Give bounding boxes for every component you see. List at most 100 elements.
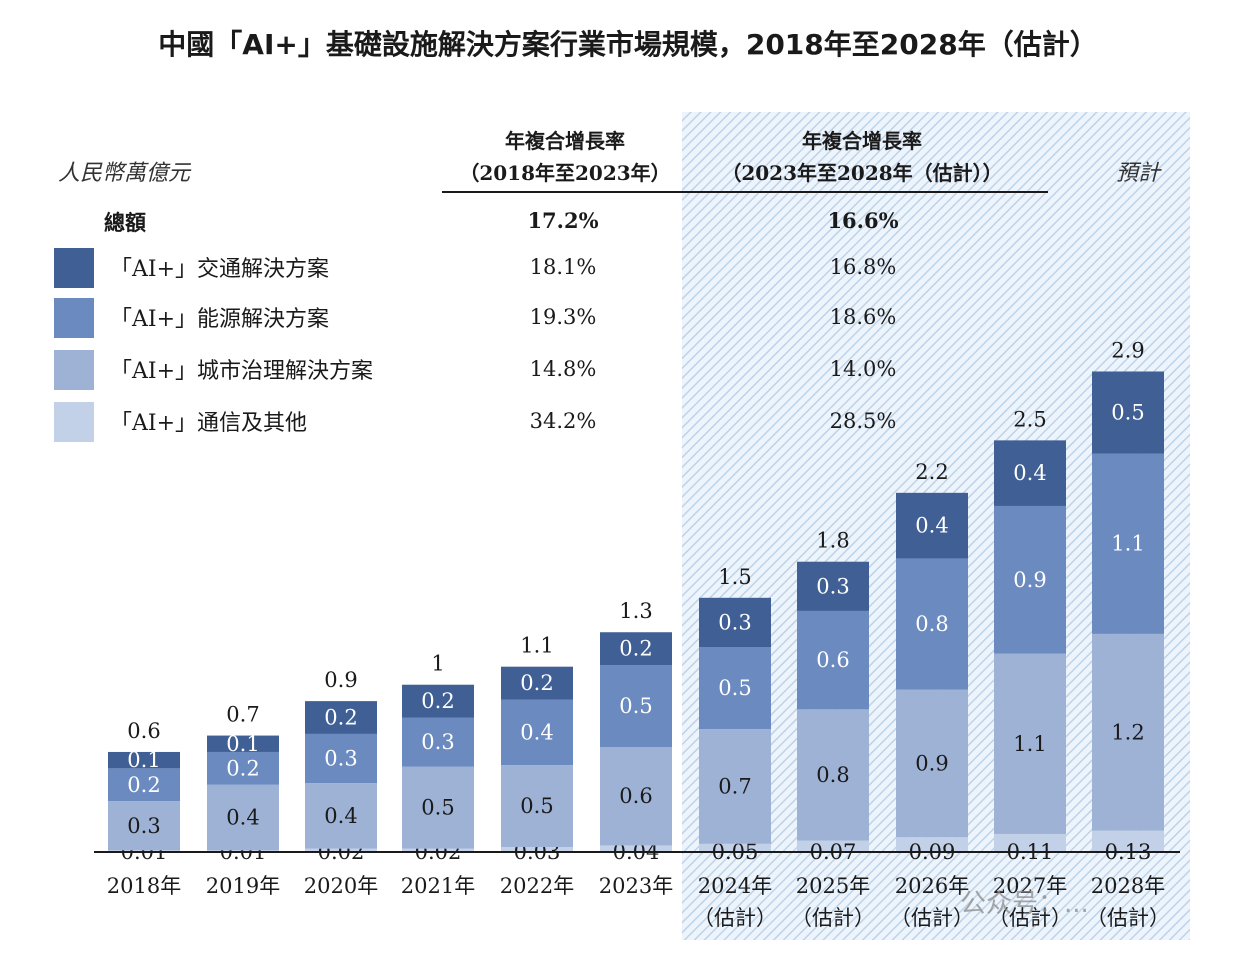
bar-segment	[896, 558, 968, 690]
x-tick-label: 2028年	[1091, 874, 1165, 898]
bar-segment-label: 0.2	[127, 773, 160, 797]
x-tick-label: 2024年	[698, 874, 772, 898]
bar-segment-label: 0.7	[718, 774, 751, 798]
bar-segment-label: 1.1	[1013, 732, 1046, 756]
bar-segment-label: 0.4	[324, 804, 357, 828]
cagr-header-1-line2: （2018年至2023年）	[459, 161, 670, 185]
bar-total-label: 0.7	[226, 703, 259, 727]
cagr-value-2018-2023: 19.3%	[530, 305, 597, 329]
bar-segment	[797, 840, 869, 852]
x-tick-label: 2026年	[895, 874, 969, 898]
bar-segment	[600, 665, 672, 748]
bar-segment	[994, 653, 1066, 834]
x-tick-label: 2018年	[107, 874, 181, 898]
bar-segment-label: 0.3	[324, 747, 357, 771]
bar-segment	[402, 848, 474, 852]
x-tick-label: 2023年	[599, 874, 673, 898]
bar-total-label: 0.9	[324, 668, 357, 692]
x-tick-label: （估計）	[988, 906, 1072, 930]
bar-segment-label: 0.1	[127, 748, 160, 772]
cagr-value-2018-2023: 14.8%	[530, 357, 597, 381]
bar-segment	[699, 843, 771, 852]
bar-segment	[305, 701, 377, 734]
x-tick-label: （估計）	[1086, 906, 1170, 930]
legend-label: 「AI+」能源解決方案	[110, 307, 329, 332]
bar-segment-label: 0.9	[915, 751, 948, 775]
cagr-header-2-line2: （2023年至2028年（估計））	[721, 161, 1002, 185]
bar-segment	[600, 632, 672, 666]
legend-swatch	[54, 298, 94, 338]
bar-segment	[501, 666, 573, 700]
bar-segment-label: 0.5	[421, 796, 454, 820]
bar-segment	[797, 610, 869, 710]
legend-swatch	[54, 350, 94, 390]
bar-segment-label: 0.4	[1013, 461, 1046, 485]
bar-segment	[896, 492, 968, 559]
cagr-value-2023-2028: 18.6%	[830, 305, 897, 329]
bar-segment	[402, 717, 474, 767]
x-tick-label: 2020年	[304, 874, 378, 898]
bar-segment	[699, 597, 771, 647]
cagr-header-2-line1: 年複合增長率	[802, 129, 922, 153]
bar-total-label: 1.3	[619, 599, 652, 623]
legend-label: 「AI+」城市治理解決方案	[110, 359, 373, 384]
forecast-label: 預計	[1116, 161, 1162, 186]
cagr-value-2023-2028: 16.8%	[830, 255, 897, 279]
bar-segment	[1092, 453, 1164, 634]
x-tick-label: 2025年	[796, 874, 870, 898]
x-tick-label: 2027年	[993, 874, 1067, 898]
stacked-bars: 0.010.30.20.10.60.010.40.20.10.70.020.40…	[108, 338, 1164, 864]
bar-segment-label: 0.5	[520, 794, 553, 818]
bar-segment	[305, 783, 377, 849]
bar-segment	[797, 709, 869, 841]
bar-segment-label: 0.8	[816, 763, 849, 787]
bar-segment	[305, 848, 377, 852]
bar-total-label: 2.5	[1013, 407, 1046, 431]
bar-segment	[994, 833, 1066, 852]
x-axis-tick-labels: 2018年 2019年 2020年 2021年 2022年 2023年 2024年 （估計） 2…	[107, 874, 1170, 930]
bar-total-label: 2.9	[1111, 338, 1144, 362]
chart-title: 中國「AI+」基礎設施解決方案行業市場規模，2018年至2028年（估計）	[158, 28, 1097, 61]
bar-segment-label: 0.2	[520, 671, 553, 695]
bar-segment-label: 0.3	[421, 730, 454, 754]
bar-segment-label: 1.1	[1111, 532, 1144, 556]
bar-segment	[600, 747, 672, 846]
bar-segment-label: 0.3	[718, 610, 751, 634]
bar-segment-label: 0.8	[915, 612, 948, 636]
cagr-header-1-line1: 年複合增長率	[505, 129, 625, 153]
bar-segment-label: 0.3	[816, 574, 849, 598]
bar-segment	[699, 647, 771, 729]
bar-segment-label: 0.1	[226, 732, 259, 756]
legend-label: 「AI+」通信及其他	[110, 411, 307, 436]
bar-segment	[305, 733, 377, 784]
bar-segment	[699, 729, 771, 844]
bar-segment	[1092, 633, 1164, 831]
legend-total-label: 總額	[104, 210, 146, 235]
legend-label: 「AI+」交通解決方案	[110, 257, 329, 282]
bar-segment	[1092, 830, 1164, 852]
bar-segment	[994, 440, 1066, 506]
bar-total-label: 1.8	[816, 529, 849, 553]
legend-swatch	[54, 402, 94, 442]
bar-segment-label: 0.5	[718, 676, 751, 700]
cagr-value-2018-2023: 34.2%	[530, 409, 597, 433]
bar-total-label: 0.6	[127, 719, 160, 743]
bar-segment	[501, 699, 573, 766]
bar-segment-label: 0.9	[1013, 568, 1046, 592]
x-tick-label: 2022年	[500, 874, 574, 898]
x-tick-label: （估計）	[693, 906, 777, 930]
bar-segment-label: 0.4	[226, 806, 259, 830]
bar-total-label: 1.5	[718, 565, 751, 589]
bar-segment	[108, 801, 180, 851]
bar-segment	[1092, 371, 1164, 454]
cagr-value-2023-2028: 16.6%	[827, 208, 898, 233]
bar-segment	[207, 751, 279, 785]
x-tick-label: （估計）	[890, 906, 974, 930]
bar-segment-label: 1.2	[1111, 720, 1144, 744]
bar-segment-label: 0.4	[520, 720, 553, 744]
x-tick-label: （估計）	[791, 906, 875, 930]
bar-segment-label: 0.5	[619, 694, 652, 718]
bar-segment	[207, 735, 279, 752]
legend-cagr-table: 總額 17.2% 16.6% 「AI+」交通解決方案 18.1% 16.8% 「AI+」能源…	[54, 208, 899, 442]
cagr-value-2018-2023: 17.2%	[527, 208, 598, 233]
